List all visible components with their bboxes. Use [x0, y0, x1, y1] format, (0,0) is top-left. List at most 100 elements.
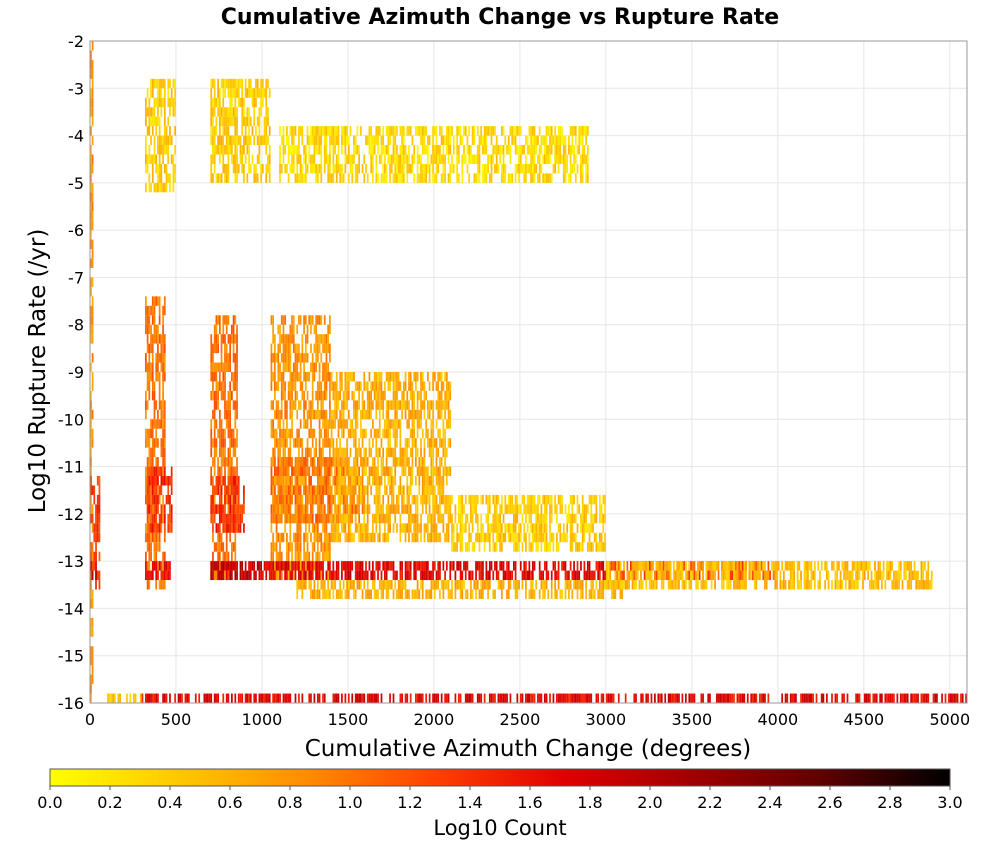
heatmap-cell [91, 646, 94, 656]
heatmap-cell [332, 126, 335, 136]
heatmap-cell [366, 400, 369, 410]
heatmap-cell [236, 362, 238, 372]
heatmap-cell [318, 504, 321, 514]
heatmap-cell [274, 438, 276, 448]
heatmap-cell [543, 494, 546, 505]
heatmap-cell [372, 135, 374, 146]
heatmap-cell [461, 513, 464, 524]
heatmap-cell [150, 78, 152, 89]
heatmap-cell [607, 580, 610, 590]
heatmap-cell [274, 372, 276, 382]
heatmap-cell [585, 154, 587, 164]
heatmap-cell [404, 372, 407, 382]
heatmap-cell [599, 580, 601, 590]
heatmap-cell [227, 400, 230, 410]
heatmap-cell [521, 145, 524, 155]
heatmap-cell [550, 513, 553, 524]
heatmap-cell [265, 107, 268, 117]
heatmap-cell [377, 457, 379, 467]
heatmap-cell [330, 135, 333, 146]
heatmap-cell [146, 126, 149, 136]
heatmap-cell [91, 674, 94, 685]
heatmap-cell [234, 466, 237, 477]
heatmap-cell [394, 428, 397, 439]
heatmap-cell [382, 173, 385, 183]
heatmap-cell [150, 419, 152, 429]
heatmap-cell [91, 428, 94, 439]
heatmap-cell [722, 561, 725, 571]
heatmap-cell [461, 542, 464, 552]
heatmap-cell [356, 561, 359, 571]
heatmap-cell [392, 428, 395, 439]
heatmap-cell [416, 419, 419, 429]
heatmap-cell [600, 513, 603, 524]
heatmap-cell [547, 589, 550, 599]
heatmap-cell [377, 135, 379, 146]
heatmap-cell [320, 154, 323, 164]
heatmap-cell [232, 447, 235, 458]
heatmap-cell [146, 485, 149, 495]
heatmap-cell [764, 561, 766, 571]
heatmap-cell [387, 135, 390, 146]
heatmap-cell [361, 570, 364, 581]
heatmap-cell [335, 438, 338, 448]
heatmap-cell [227, 107, 230, 117]
heatmap-cell [420, 532, 422, 543]
heatmap-cell [277, 466, 280, 477]
heatmap-cell [316, 381, 319, 391]
heatmap-cell [306, 438, 309, 448]
heatmap-cell [344, 457, 347, 467]
heatmap-cell [511, 523, 514, 533]
heatmap-cell [641, 561, 644, 571]
heatmap-cell [167, 145, 170, 155]
heatmap-cell [172, 173, 175, 183]
heatmap-cell [213, 457, 216, 467]
heatmap-cell [416, 372, 419, 382]
heatmap-cell [427, 532, 429, 543]
heatmap-cell [306, 532, 309, 543]
heatmap-cell [286, 135, 288, 146]
heatmap-cell [341, 372, 343, 382]
heatmap-cell [274, 390, 276, 401]
heatmap-cell [487, 589, 489, 599]
heatmap-cell [215, 173, 218, 183]
heatmap-cell [392, 561, 395, 571]
heatmap-cell [370, 145, 373, 155]
heatmap-cell [315, 561, 317, 571]
heatmap-cell [91, 220, 94, 231]
heatmap-cell [420, 135, 422, 146]
heatmap-cell [294, 381, 297, 391]
heatmap-cell [222, 513, 225, 524]
heatmap-cell [323, 504, 326, 514]
heatmap-cell [413, 589, 416, 599]
heatmap-cell [757, 570, 759, 581]
heatmap-cell [359, 381, 362, 391]
heatmap-cell [392, 154, 395, 164]
heatmap-cell [583, 154, 586, 164]
heatmap-cell [495, 163, 498, 174]
heatmap-cell [456, 145, 458, 155]
heatmap-cell [212, 97, 214, 108]
heatmap-cell [573, 163, 575, 174]
heatmap-cell [289, 428, 292, 439]
heatmap-cell [516, 126, 519, 136]
heatmap-cell [90, 182, 92, 193]
heatmap-cell [236, 372, 238, 382]
heatmap-cell [513, 126, 515, 136]
heatmap-cell [91, 627, 94, 637]
heatmap-cell [709, 561, 711, 571]
heatmap-cell [351, 561, 354, 571]
heatmap-cell [473, 504, 476, 514]
heatmap-cell [225, 485, 228, 495]
heatmap-cell [530, 154, 532, 164]
heatmap-cell [95, 504, 97, 514]
heatmap-cell [437, 390, 440, 401]
heatmap-cell [313, 589, 316, 599]
heatmap-cell [322, 580, 324, 590]
heatmap-cell [466, 513, 469, 524]
heatmap-cell [380, 466, 383, 477]
heatmap-cell [301, 476, 304, 486]
heatmap-cell [449, 466, 452, 477]
heatmap-cell [90, 438, 92, 448]
heatmap-cell [372, 381, 374, 391]
